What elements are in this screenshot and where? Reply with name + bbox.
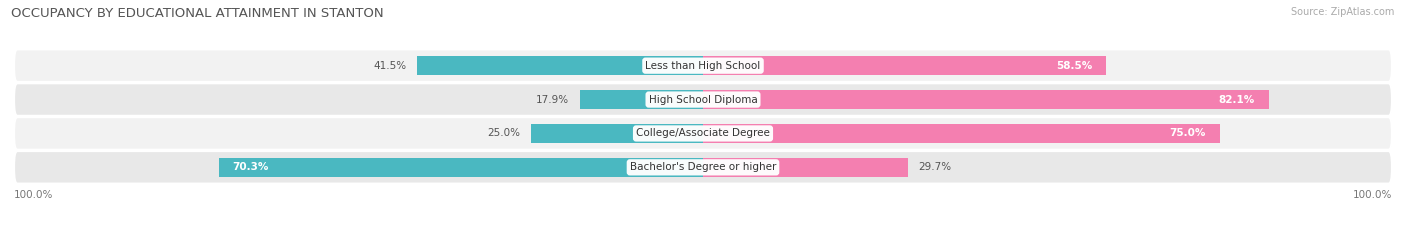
Text: High School Diploma: High School Diploma (648, 95, 758, 105)
Text: 70.3%: 70.3% (232, 162, 269, 172)
Text: 75.0%: 75.0% (1170, 128, 1206, 138)
Text: 58.5%: 58.5% (1056, 61, 1092, 71)
Text: OCCUPANCY BY EDUCATIONAL ATTAINMENT IN STANTON: OCCUPANCY BY EDUCATIONAL ATTAINMENT IN S… (11, 7, 384, 20)
Text: 100.0%: 100.0% (1353, 190, 1392, 200)
Text: 25.0%: 25.0% (488, 128, 520, 138)
Bar (703, 90, 1268, 109)
Text: 29.7%: 29.7% (918, 162, 950, 172)
FancyBboxPatch shape (14, 151, 1392, 184)
Bar (579, 90, 703, 109)
Text: Source: ZipAtlas.com: Source: ZipAtlas.com (1291, 7, 1395, 17)
Bar (418, 56, 703, 75)
Text: College/Associate Degree: College/Associate Degree (636, 128, 770, 138)
Text: 41.5%: 41.5% (374, 61, 406, 71)
FancyBboxPatch shape (14, 49, 1392, 82)
Text: 17.9%: 17.9% (536, 95, 569, 105)
Text: Less than High School: Less than High School (645, 61, 761, 71)
Bar (703, 124, 1219, 143)
Bar (531, 124, 703, 143)
Text: 100.0%: 100.0% (14, 190, 53, 200)
FancyBboxPatch shape (14, 117, 1392, 150)
Bar (219, 158, 703, 177)
FancyBboxPatch shape (14, 83, 1392, 116)
Text: Bachelor's Degree or higher: Bachelor's Degree or higher (630, 162, 776, 172)
Text: 82.1%: 82.1% (1219, 95, 1254, 105)
Bar (703, 158, 908, 177)
Bar (703, 56, 1107, 75)
